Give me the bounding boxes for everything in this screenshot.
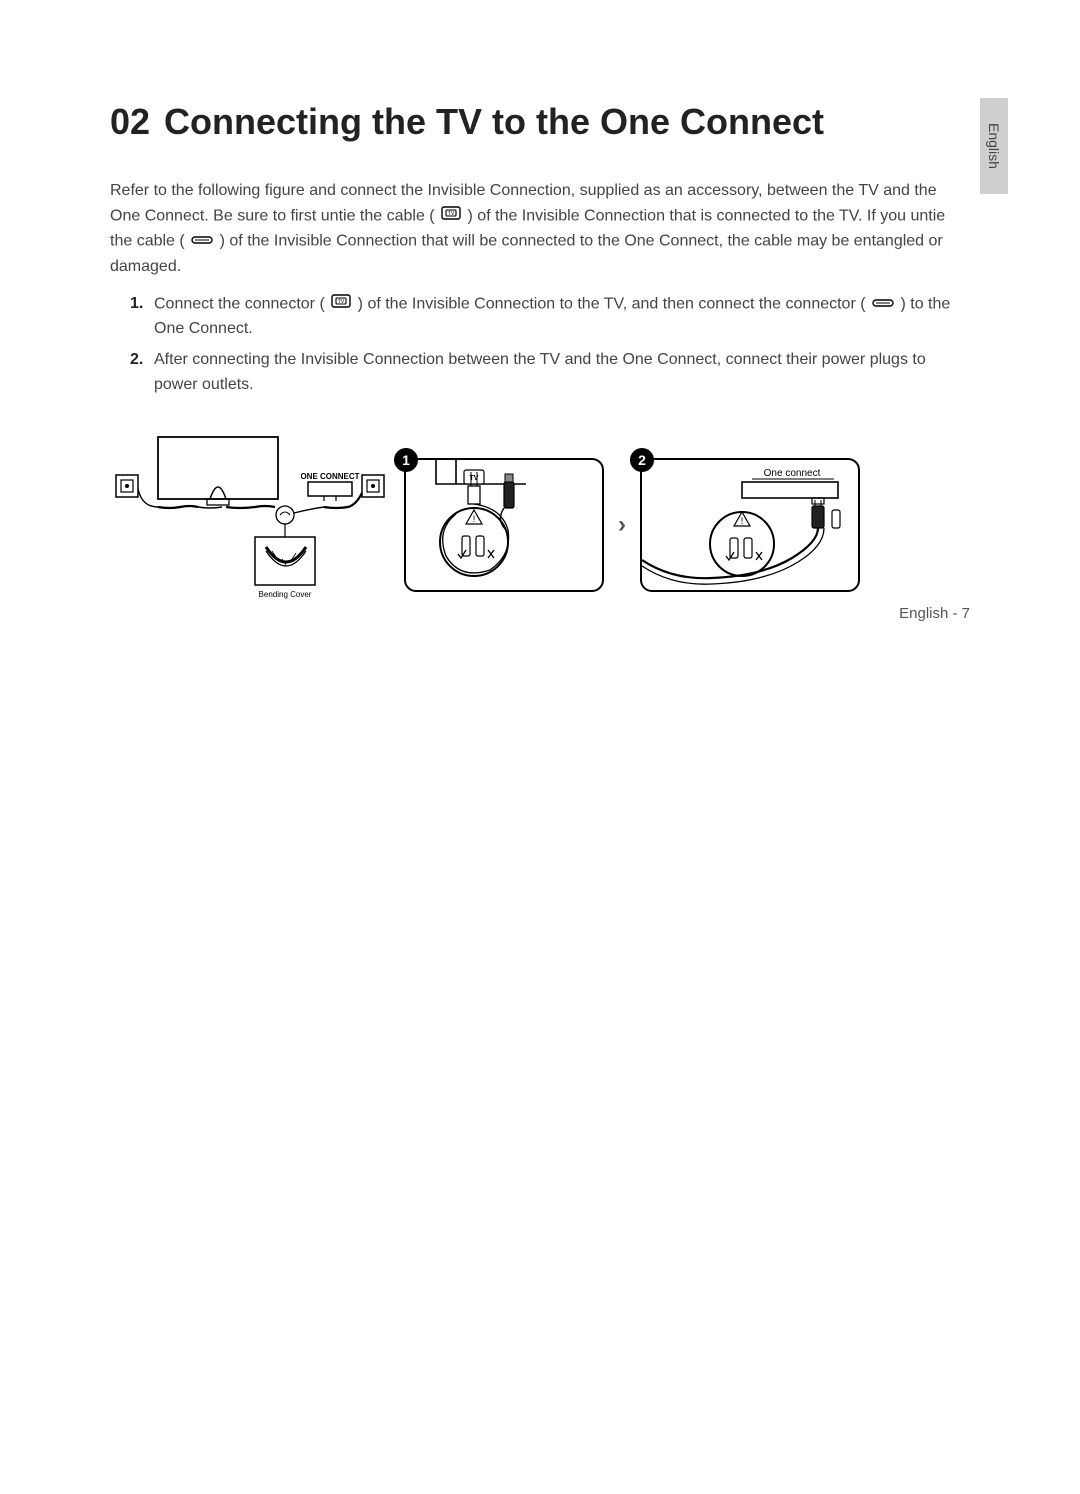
svg-text:TV: TV (338, 299, 345, 305)
step-2-number: 2. (130, 348, 143, 373)
step-2-text: After connecting the Invisible Connectio… (154, 351, 926, 393)
tv-connector-icon: TV (331, 292, 351, 317)
figure-row: ONE CONNECT (110, 427, 970, 622)
tv-connector-icon: TV (441, 204, 461, 229)
flat-connector-icon (191, 229, 213, 254)
svg-text:TV: TV (448, 211, 455, 217)
figure-panel-step2: 2 One connect ! (640, 458, 860, 592)
chevron-right-icon: › (618, 511, 626, 539)
step-1-number: 1. (130, 292, 143, 317)
step-1: 1. Connect the connector ( TV ) of the I… (134, 292, 970, 342)
language-tab: English (980, 98, 1008, 194)
step-2: 2. After connecting the Invisible Connec… (134, 348, 970, 398)
intro-text-3: ) of the Invisible Connection that will … (110, 233, 943, 275)
figure-panel-overview: ONE CONNECT (110, 427, 390, 622)
one-connect-label: ONE CONNECT (300, 472, 359, 481)
language-tab-label: English (986, 123, 1002, 169)
page-footer: English - 7 (899, 605, 970, 622)
section-number: 02 (110, 101, 150, 142)
step-1-text-b: ) of the Invisible Connection to the TV,… (358, 295, 866, 312)
svg-text:!: ! (741, 516, 744, 526)
flat-connector-icon (872, 292, 894, 317)
step-1-text-a: Connect the connector ( (154, 295, 325, 312)
section-title: 02 Connecting the TV to the One Connect (110, 100, 970, 143)
one-connect-text: One connect (764, 468, 821, 479)
footer-text: English - 7 (899, 605, 970, 622)
section-heading: Connecting the TV to the One Connect (164, 101, 824, 142)
intro-paragraph: Refer to the following figure and connec… (110, 179, 970, 279)
bending-cover-label: Bending Cover (259, 590, 312, 599)
svg-text:!: ! (473, 514, 476, 524)
steps-list: 1. Connect the connector ( TV ) of the I… (110, 292, 970, 398)
figure-panel-step1: 1 TV ! (404, 458, 604, 592)
manual-page: English 02 Connecting the TV to the One C… (0, 0, 1080, 682)
